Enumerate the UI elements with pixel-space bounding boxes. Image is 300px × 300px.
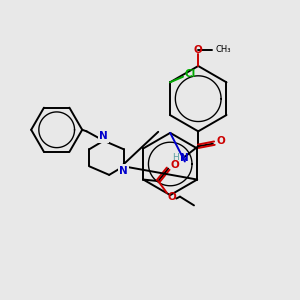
Text: N: N bbox=[119, 166, 128, 176]
Text: O: O bbox=[170, 160, 179, 170]
Text: O: O bbox=[194, 45, 203, 55]
Text: O: O bbox=[217, 136, 226, 146]
Text: Cl: Cl bbox=[184, 69, 196, 79]
Text: O: O bbox=[168, 192, 177, 202]
Text: CH₃: CH₃ bbox=[216, 45, 232, 54]
Text: N: N bbox=[99, 131, 108, 141]
Text: H: H bbox=[172, 153, 179, 162]
Text: N: N bbox=[181, 153, 189, 163]
